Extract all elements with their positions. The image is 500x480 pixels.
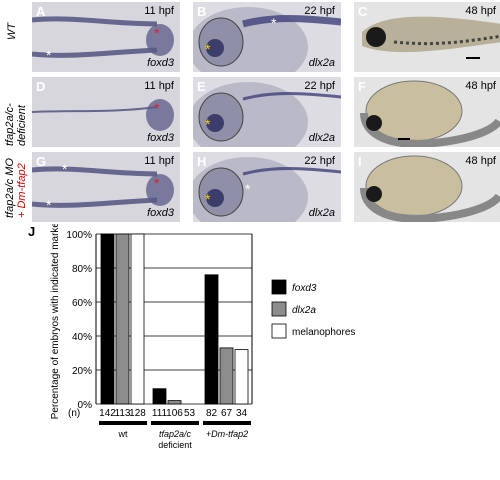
row-label-deficient: tfap2a/c-deficient [4, 103, 28, 146]
micrograph-panel-c: C 48 hpf [354, 2, 500, 72]
micrograph-panel-a: * * A 11 hpf foxd3 [32, 2, 180, 72]
embryo-stain-image: * [193, 77, 341, 147]
bar-melanophores [130, 233, 145, 405]
embryo-brightfield-image [354, 2, 500, 72]
micrograph-panel-f: F 48 hpf [354, 77, 500, 147]
stage-label: 11 hpf [144, 155, 174, 167]
svg-text:*: * [154, 25, 160, 41]
stage-label: 48 hpf [465, 80, 496, 92]
embryo-stain-image: * * [193, 152, 341, 222]
embryo-stain-image: * * * [32, 152, 180, 222]
svg-text:*: * [62, 161, 68, 177]
micrograph-panel-d: * D 11 hpf foxd3 [32, 77, 180, 147]
bar-foxd3 [152, 388, 167, 405]
y-tick-label: 0% [78, 400, 93, 411]
embryo-stain-image: * * [193, 2, 341, 72]
group-bracket [203, 421, 251, 425]
panel-letter: D [36, 79, 46, 94]
svg-text:*: * [205, 116, 211, 132]
stage-label: 48 hpf [465, 155, 496, 167]
svg-text:*: * [46, 47, 52, 63]
embryo-stain-image: * [32, 77, 180, 147]
panel-letter: F [358, 79, 366, 94]
panel-letter: E [197, 79, 206, 94]
group-label: wt [118, 429, 128, 439]
bar-chart: 0% 20% 40% 60% 80% 100% Percentage of embryos … [50, 224, 355, 450]
micrograph-panel-g: * * * G 11 hpf foxd3 [32, 152, 180, 222]
group-label: +Dm-tfap2 [206, 429, 248, 439]
n-count-label: 111 [152, 408, 168, 419]
y-tick-label: 20% [72, 366, 92, 377]
stage-label: 11 hpf [144, 80, 174, 92]
panel-letter: G [36, 154, 47, 169]
stage-label: 22 hpf [304, 5, 335, 17]
n-count-label: 142 [99, 408, 116, 419]
micrograph-panel-h: * * H 22 hpf dlx2a [193, 152, 341, 222]
row-label-wt: WT [6, 22, 18, 40]
bar-dlx2a [167, 400, 182, 405]
n-count-label: 106 [166, 408, 183, 419]
panel-letter: B [197, 4, 207, 19]
n-count-label: 67 [221, 408, 233, 419]
n-prefix-label: (n) [68, 408, 80, 419]
svg-text:*: * [205, 191, 211, 207]
y-tick-label: 40% [72, 332, 92, 343]
gene-label: dlx2a [308, 57, 335, 69]
svg-text:*: * [205, 41, 211, 57]
panel-letter: H [197, 154, 207, 169]
gene-label: foxd3 [147, 207, 174, 219]
y-tick-label: 80% [72, 264, 92, 275]
svg-text:*: * [46, 197, 52, 213]
legend-label-foxd3: foxd3 [292, 283, 317, 294]
stage-label: 48 hpf [465, 5, 496, 17]
bar-dlx2a [115, 233, 130, 405]
gene-label: dlx2a [308, 132, 335, 144]
panel-letter: C [358, 4, 368, 19]
y-tick-label: 60% [72, 298, 92, 309]
svg-text:*: * [271, 15, 277, 31]
n-count-label: 82 [206, 408, 218, 419]
legend-label-melanophores: melanophores [292, 327, 355, 338]
bar-foxd3 [100, 233, 115, 405]
gene-label: foxd3 [147, 132, 174, 144]
svg-text:*: * [154, 175, 160, 191]
legend-swatch-dlx2a [271, 301, 287, 317]
group-label-line2: deficient [158, 440, 192, 450]
embryo-brightfield-image [354, 77, 500, 147]
micrograph-panel-b: * * B 22 hpf dlx2a [193, 2, 341, 72]
gene-label: dlx2a [308, 207, 335, 219]
stage-label: 22 hpf [304, 155, 335, 167]
n-count-label: 113 [115, 408, 131, 419]
y-tick-label: 100% [66, 230, 92, 241]
gene-label: foxd3 [147, 57, 174, 69]
svg-text:*: * [154, 100, 160, 116]
micrograph-panel-i: I 48 hpf [354, 152, 500, 222]
micrograph-panel-e: * E 22 hpf dlx2a [193, 77, 341, 147]
panel-letter-j: J [28, 224, 36, 239]
panel-letter: I [358, 154, 362, 169]
group-bracket [151, 421, 199, 425]
bar-foxd3 [204, 274, 219, 405]
legend-swatch-melanophores [271, 323, 287, 339]
embryo-brightfield-image [354, 152, 500, 222]
group-label: tfap2a/c [159, 429, 192, 439]
panel-letter: A [36, 4, 46, 19]
group-bracket [99, 421, 147, 425]
bar-melanophores [234, 349, 249, 405]
embryo-stain-image: * * [32, 2, 180, 72]
n-count-label: 128 [129, 408, 146, 419]
stage-label: 22 hpf [304, 80, 335, 92]
n-count-label: 53 [184, 408, 196, 419]
legend-swatch-foxd3 [271, 279, 287, 295]
row-label-rescue: tfap2a/c MO + Dm-tfap2 [4, 158, 28, 218]
y-axis-label: Percentage of embryos with indicated mar… [50, 224, 61, 419]
stage-label: 11 hpf [144, 5, 174, 17]
svg-text:*: * [245, 181, 251, 197]
legend-label-dlx2a: dlx2a [292, 305, 316, 316]
n-count-label: 34 [236, 408, 248, 419]
bar-dlx2a [219, 347, 234, 405]
